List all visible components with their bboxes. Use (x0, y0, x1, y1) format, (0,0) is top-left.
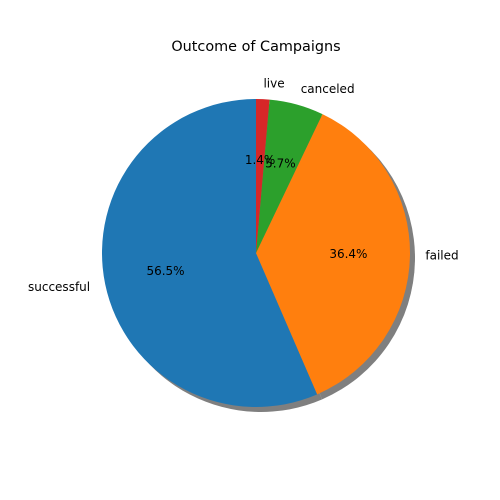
slice-canceled (256, 99, 323, 253)
category-label-live: live (263, 76, 284, 90)
percent-label-failed: 36.4% (329, 247, 367, 261)
pie-labels: successful 56.5% failed 36.4% canceled 5.7% li… (28, 76, 459, 294)
percent-label-successful: 56.5% (146, 264, 184, 278)
category-label-successful: successful (28, 280, 90, 294)
category-label-failed: failed (425, 249, 458, 263)
slice-failed (256, 114, 410, 395)
chart-title: Outcome of Campaigns (171, 39, 340, 55)
pie-slices (102, 99, 410, 407)
category-label-canceled: canceled (301, 82, 355, 96)
percent-label-canceled: 5.7% (265, 156, 296, 170)
percent-label-live: 1.4% (245, 153, 276, 167)
slice-live (256, 99, 270, 253)
slice-successful (102, 99, 318, 407)
